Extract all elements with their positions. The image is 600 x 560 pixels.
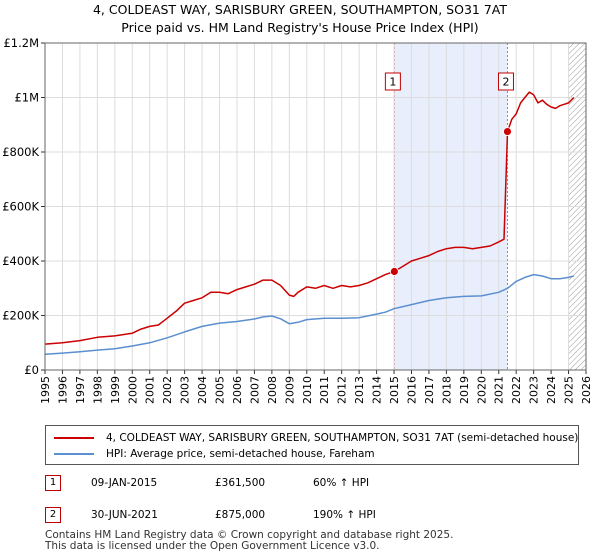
y-tick-label: £1M bbox=[14, 91, 39, 105]
chart-subtitle: Price paid vs. HM Land Registry's House … bbox=[121, 20, 479, 35]
x-tick-label: 1995 bbox=[39, 376, 52, 404]
sale-label-2: 2 bbox=[502, 76, 509, 89]
x-tick-label: 2026 bbox=[580, 376, 593, 404]
x-tick-label: 1999 bbox=[109, 376, 122, 404]
legend-item-hpi: HPI: Average price, semi-detached house,… bbox=[54, 446, 375, 462]
x-tick-label: 2025 bbox=[563, 376, 576, 404]
x-tick-label: 2004 bbox=[196, 376, 209, 404]
sale-point-2 bbox=[503, 127, 512, 136]
x-tick-label: 2012 bbox=[336, 376, 349, 404]
legend-label-property: 4, COLDEAST WAY, SARISBURY GREEN, SOUTHA… bbox=[106, 432, 579, 444]
x-tick-label: 2018 bbox=[440, 376, 453, 404]
y-tick-label: £0 bbox=[24, 363, 39, 377]
x-tick-label: 1996 bbox=[56, 376, 69, 404]
x-tick-label: 2014 bbox=[371, 376, 384, 404]
legend-swatch-hpi bbox=[54, 453, 94, 455]
x-tick-label: 2020 bbox=[475, 376, 488, 404]
hpi-line bbox=[44, 273, 574, 355]
chart-title: 4, COLDEAST WAY, SARISBURY GREEN, SOUTHA… bbox=[92, 2, 508, 17]
sale-badge: 1 bbox=[45, 475, 61, 491]
legend-swatch-property bbox=[54, 437, 94, 439]
legend-label-hpi: HPI: Average price, semi-detached house,… bbox=[106, 448, 375, 460]
sale-date: 30-JUN-2021 bbox=[91, 509, 158, 521]
price-chart: 1995 1996 1997 1998 1999 2000 2001 2002 2003 2004… bbox=[2, 36, 593, 404]
x-tick-label: 2021 bbox=[493, 376, 506, 404]
chart-title-block: 4, COLDEAST WAY, SARISBURY GREEN, SOUTHA… bbox=[0, 1, 600, 37]
footer-copyright: Contains HM Land Registry data © Crown c… bbox=[45, 529, 454, 541]
x-tick-label: 2013 bbox=[353, 376, 366, 404]
y-tick-label: £800K bbox=[2, 145, 39, 159]
sale-price: £361,500 bbox=[215, 477, 266, 489]
chart-legend: 4, COLDEAST WAY, SARISBURY GREEN, SOUTHA… bbox=[45, 425, 579, 465]
x-tick-label: 2008 bbox=[266, 376, 279, 404]
x-tick-label: 2003 bbox=[179, 376, 192, 404]
x-tick-label: 2007 bbox=[248, 376, 261, 404]
footer: Contains HM Land Registry data © Crown c… bbox=[45, 530, 595, 552]
x-tick-label: 2010 bbox=[301, 376, 314, 404]
x-tick-label: 2022 bbox=[510, 376, 523, 404]
sale-hpi-change: 190% ↑ HPI bbox=[313, 509, 376, 521]
x-tick-label: 1998 bbox=[91, 376, 104, 404]
sale-row-2: 2 30-JUN-2021 £875,000 190% ↑ HPI bbox=[45, 504, 585, 526]
x-tick-label: 1997 bbox=[74, 376, 87, 404]
x-tick-label: 2011 bbox=[318, 376, 331, 404]
sale-row-1: 1 09-JAN-2015 £361,500 60% ↑ HPI bbox=[45, 472, 585, 494]
y-tick-label: £1.2M bbox=[3, 36, 39, 50]
property-price-line bbox=[44, 91, 575, 345]
sale-label-box-1 bbox=[384, 72, 401, 91]
x-tick-label: 2023 bbox=[528, 376, 541, 404]
x-tick-label: 2006 bbox=[231, 376, 244, 404]
x-tick-label: 2017 bbox=[423, 376, 436, 404]
sale-label-box-2 bbox=[497, 72, 514, 91]
x-tick-label: 2009 bbox=[283, 376, 296, 404]
sale-date: 09-JAN-2015 bbox=[91, 477, 158, 489]
sale-hpi-change: 60% ↑ HPI bbox=[313, 477, 370, 489]
x-tick-label: 2005 bbox=[214, 376, 227, 404]
x-tick-label: 2001 bbox=[144, 376, 157, 404]
x-tick-label: 2002 bbox=[161, 376, 174, 404]
y-tick-label: £600K bbox=[2, 200, 39, 214]
sale-price: £875,000 bbox=[215, 509, 266, 521]
footer-licence: This data is licensed under the Open Gov… bbox=[45, 540, 380, 552]
x-tick-label: 2000 bbox=[126, 376, 139, 404]
plot-frame bbox=[44, 42, 587, 371]
x-tick-label: 2015 bbox=[388, 376, 401, 404]
sale-badge: 2 bbox=[45, 507, 61, 523]
y-tick-label: £400K bbox=[2, 254, 39, 268]
x-tick-label: 2024 bbox=[545, 376, 558, 404]
x-tick-label: 2019 bbox=[458, 376, 471, 404]
legend-item-property: 4, COLDEAST WAY, SARISBURY GREEN, SOUTHA… bbox=[54, 430, 578, 446]
y-tick-label: £200K bbox=[2, 309, 39, 323]
x-tick-label: 2016 bbox=[405, 376, 418, 404]
sale-point-1 bbox=[389, 267, 399, 276]
sale-label-1: 1 bbox=[389, 76, 396, 89]
